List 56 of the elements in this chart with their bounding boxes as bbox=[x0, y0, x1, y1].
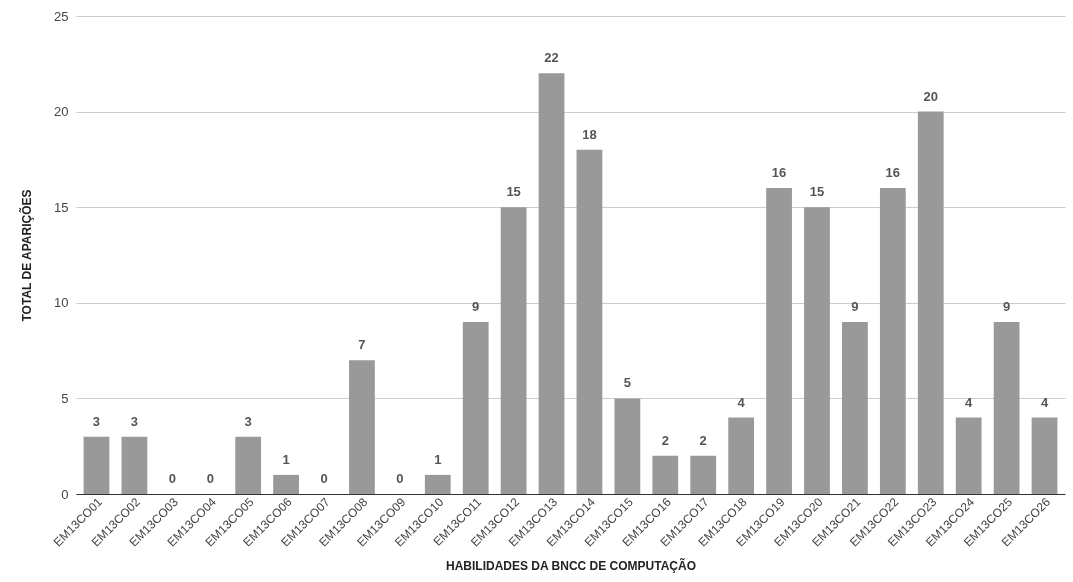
y-tick-label: 10 bbox=[54, 295, 69, 311]
data-label: 0 bbox=[396, 471, 404, 486]
data-label: 1 bbox=[434, 451, 442, 467]
data-label: 3 bbox=[130, 413, 139, 429]
data-label: 0 bbox=[320, 471, 328, 486]
y-tick-label: 25 bbox=[54, 8, 69, 24]
bar bbox=[83, 436, 110, 494]
data-label: 9 bbox=[1002, 298, 1011, 314]
bar bbox=[500, 207, 527, 494]
data-label: 0 bbox=[168, 471, 176, 486]
bar bbox=[766, 188, 792, 494]
y-tick-label: 15 bbox=[54, 199, 69, 215]
data-label: 1 bbox=[282, 451, 290, 467]
bar bbox=[842, 321, 868, 494]
bar bbox=[235, 436, 262, 494]
y-tick-label: 5 bbox=[61, 390, 69, 406]
data-label: 15 bbox=[809, 184, 825, 200]
bar bbox=[955, 417, 982, 494]
x-axis-title: HABILIDADES DA BNCC DE COMPUTAÇÃO bbox=[446, 557, 696, 573]
data-label: 22 bbox=[544, 50, 559, 66]
data-label: 3 bbox=[244, 413, 252, 429]
bar bbox=[804, 207, 830, 494]
data-label: 0 bbox=[206, 471, 214, 486]
data-label: 2 bbox=[699, 432, 707, 448]
data-label: 3 bbox=[92, 413, 101, 429]
bar bbox=[614, 398, 641, 494]
bar bbox=[462, 321, 489, 494]
data-label: 5 bbox=[623, 375, 631, 391]
data-label: 9 bbox=[472, 298, 480, 314]
data-label: 4 bbox=[737, 394, 746, 410]
bar bbox=[879, 188, 906, 494]
bar bbox=[1031, 417, 1058, 494]
bar bbox=[993, 321, 1020, 494]
data-label: 16 bbox=[771, 165, 787, 181]
bar bbox=[349, 360, 375, 494]
bar bbox=[917, 111, 944, 494]
bar bbox=[652, 455, 679, 494]
bar bbox=[538, 73, 565, 494]
data-label: 9 bbox=[851, 298, 859, 314]
data-label: 18 bbox=[582, 126, 597, 142]
bar bbox=[273, 474, 299, 494]
y-tick-label: 20 bbox=[54, 104, 69, 120]
y-tick-label: 0 bbox=[61, 486, 69, 502]
bar bbox=[576, 149, 603, 494]
data-label: 16 bbox=[885, 165, 901, 181]
bar bbox=[121, 436, 148, 494]
data-label: 4 bbox=[1040, 394, 1049, 410]
data-label: 7 bbox=[358, 337, 366, 353]
data-label: 20 bbox=[923, 88, 938, 104]
bar bbox=[690, 455, 717, 494]
data-label: 2 bbox=[661, 432, 669, 448]
y-axis-title: TOTAL DE APARIÇÕES bbox=[19, 189, 35, 322]
data-label: 15 bbox=[506, 184, 521, 200]
data-label: 4 bbox=[965, 394, 974, 410]
bar bbox=[728, 417, 755, 494]
bar bbox=[424, 474, 451, 494]
